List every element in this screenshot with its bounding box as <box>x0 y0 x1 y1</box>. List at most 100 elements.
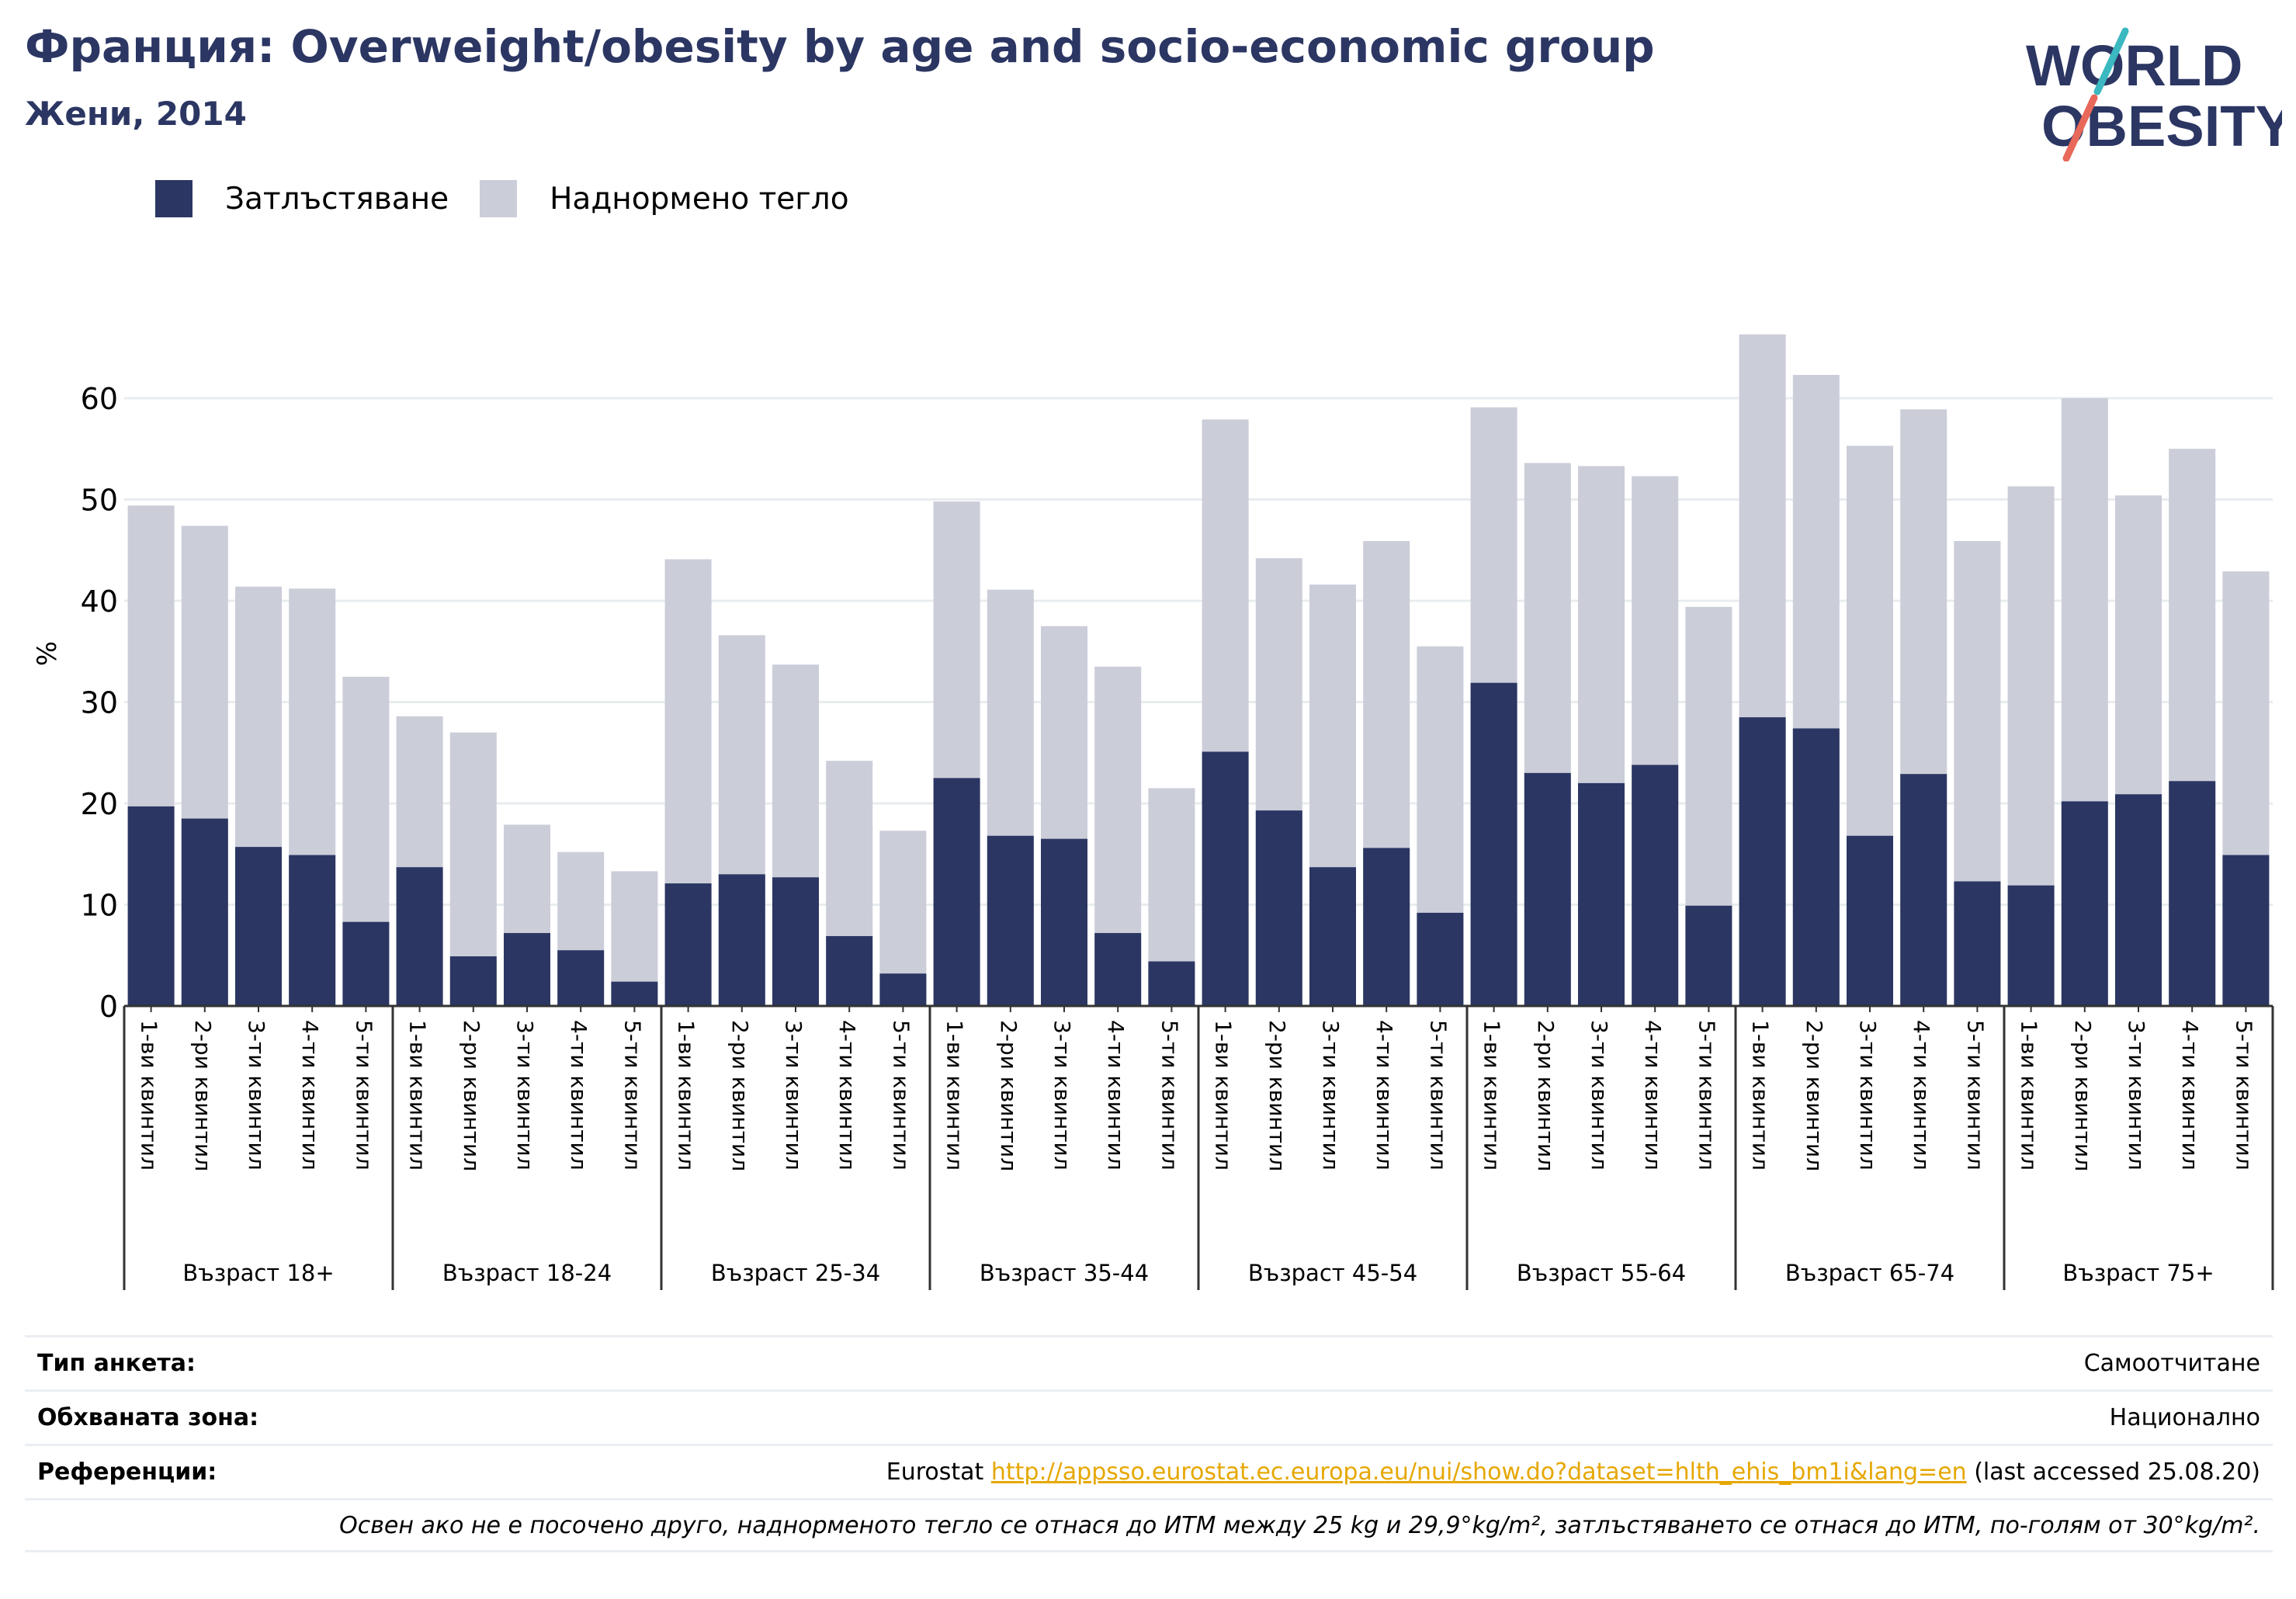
x-tick-label: 5-ти квинтил <box>1425 1020 1451 1171</box>
x-tick-label: 3-ти квинтил <box>1587 1020 1612 1171</box>
bar-obesity[interactable] <box>987 835 1034 1006</box>
bar-obesity[interactable] <box>1094 933 1142 1006</box>
bar-obesity[interactable] <box>235 847 282 1006</box>
x-tick-label: 3-ти квинтил <box>1049 1020 1075 1171</box>
bar-obesity[interactable] <box>664 883 712 1006</box>
group-label: Възраст 18-24 <box>442 1260 612 1286</box>
bar-obesity[interactable] <box>718 874 765 1006</box>
axes: 0 10 20 30 40 50 60 1-ви квинтил 2-ри квинтил 3-т… <box>81 382 2274 1290</box>
survey-type-value: Самоотчитане <box>2083 1350 2260 1377</box>
bar-obesity[interactable] <box>1041 838 1087 1006</box>
bar-obesity[interactable] <box>2169 781 2216 1006</box>
x-tick-label: 4-ти квинтил <box>1640 1020 1666 1171</box>
bar-obesity[interactable] <box>127 806 175 1006</box>
group-label: Възраст 55-64 <box>1517 1260 1686 1286</box>
bar-obesity[interactable] <box>1685 905 1732 1006</box>
x-tick-label: 1-ви квинтил <box>942 1020 968 1171</box>
bar-obesity[interactable] <box>1309 867 1356 1006</box>
x-tick-label: 4-ти квинтил <box>297 1020 323 1171</box>
x-tick-label: 1-ви квинтил <box>2017 1020 2042 1171</box>
legend-label-overweight: Наднормено тегло <box>550 181 849 217</box>
bar-obesity[interactable] <box>449 956 497 1006</box>
bar-obesity[interactable] <box>2115 794 2162 1006</box>
logo-slash-bottom <box>2062 94 2098 161</box>
x-tick-label: 2-ри квинтил <box>1533 1020 1559 1171</box>
y-tick-label: 50 <box>81 484 118 518</box>
x-tick-label: 3-ти квинтил <box>1318 1020 1344 1171</box>
y-tick-label: 40 <box>81 584 118 619</box>
references-link[interactable]: http://appsso.eurostat.ec.europa.eu/nui/… <box>990 1459 1967 1486</box>
bar-obesity[interactable] <box>1202 751 1249 1006</box>
bar-obesity[interactable] <box>289 855 336 1006</box>
bar-obesity[interactable] <box>504 933 550 1006</box>
references-label: Референции: <box>37 1459 217 1486</box>
y-tick-label: 30 <box>81 686 118 720</box>
logo-line1: WORLD <box>2026 33 2243 98</box>
bar-obesity[interactable] <box>1470 682 1517 1006</box>
bar-obesity[interactable] <box>396 867 443 1006</box>
bar-obesity[interactable] <box>2222 855 2270 1006</box>
info-table: Тип анкета: Самоотчитане Обхваната зона:… <box>25 1335 2273 1552</box>
legend-item-overweight[interactable]: Наднормено тегло <box>480 180 849 217</box>
group-label: Възраст 25-34 <box>711 1260 880 1286</box>
bar-obesity[interactable] <box>611 981 658 1006</box>
group-label: Възраст 65-74 <box>1785 1260 1954 1286</box>
bars <box>127 334 2270 1006</box>
chart-title: Франция: Overweight/obesity by age and s… <box>25 20 1655 73</box>
x-tick-label: 1-ви квинтил <box>137 1020 162 1171</box>
x-tick-label: 4-ти квинтил <box>1909 1020 1934 1171</box>
x-tick-label: 4-ти квинтил <box>2177 1020 2203 1171</box>
bar-obesity[interactable] <box>879 973 927 1006</box>
coverage-value: Национално <box>2109 1404 2260 1431</box>
bar-obesity[interactable] <box>1578 782 1625 1006</box>
bar-obesity[interactable] <box>342 921 390 1006</box>
bar-obesity[interactable] <box>1900 774 1947 1006</box>
bar-obesity[interactable] <box>1954 881 2001 1006</box>
bar-obesity[interactable] <box>2007 885 2055 1006</box>
x-tick-label: 3-ти квинтил <box>244 1020 269 1171</box>
legend-item-obesity[interactable]: Затлъстяване <box>155 180 449 217</box>
x-tick-label: 1-ви квинтил <box>674 1020 699 1171</box>
x-tick-label: 2-ри квинтил <box>190 1020 216 1171</box>
x-tick-label: 4-ти квинтил <box>1372 1020 1397 1171</box>
x-tick-label: 5-ти квинтил <box>2231 1020 2256 1171</box>
world-obesity-logo: WORLD OBESITY <box>2026 27 2282 161</box>
group-label: Възраст 18+ <box>182 1260 334 1286</box>
bar-obesity[interactable] <box>1148 961 1195 1006</box>
x-tick-label: 5-ти квинтил <box>1157 1020 1182 1171</box>
bar-obesity[interactable] <box>181 818 228 1006</box>
bar-obesity[interactable] <box>826 935 873 1006</box>
bar-obesity[interactable] <box>772 877 819 1006</box>
info-row-coverage: Обхваната зона: Национално <box>25 1389 2273 1444</box>
x-tick-label: 2-ри квинтил <box>996 1020 1021 1171</box>
coverage-label: Обхваната зона: <box>37 1404 259 1431</box>
legend-label-obesity: Затлъстяване <box>225 181 449 217</box>
x-tick-label: 5-ти квинтил <box>619 1020 645 1171</box>
bar-obesity[interactable] <box>1255 810 1302 1006</box>
y-tick-label: 0 <box>99 990 118 1024</box>
bar-obesity[interactable] <box>1417 912 1464 1006</box>
x-tick-label: 2-ри квинтил <box>459 1020 484 1171</box>
logo-slash-top <box>2093 27 2129 95</box>
info-row-references: Референции: Eurostat http://appsso.euros… <box>25 1444 2273 1498</box>
bar-obesity[interactable] <box>2061 801 2108 1006</box>
references-suffix: (last accessed 25.08.20) <box>1974 1459 2260 1486</box>
bar-obesity[interactable] <box>1739 717 1786 1006</box>
x-tick-label: 3-ти квинтил <box>2124 1020 2149 1171</box>
bar-obesity[interactable] <box>1632 765 1679 1006</box>
y-tick-label: 60 <box>81 382 118 416</box>
x-tick-label: 4-ти квинтил <box>566 1020 591 1171</box>
x-tick-label: 3-ти квинтил <box>1855 1020 1881 1171</box>
x-tick-label: 1-ви квинтил <box>1748 1020 1774 1171</box>
bar-obesity[interactable] <box>1847 835 1893 1006</box>
x-tick-label: 3-ти квинтил <box>781 1020 806 1171</box>
x-tick-label: 4-ти квинтил <box>834 1020 860 1171</box>
bar-obesity[interactable] <box>1792 728 1840 1006</box>
bar-obesity[interactable] <box>557 950 605 1006</box>
bar-obesity[interactable] <box>933 778 980 1006</box>
stacked-bar-chart: 0 10 20 30 40 50 60 1-ви квинтил 2-ри квинтил 3-т… <box>32 334 2274 1290</box>
bar-obesity[interactable] <box>1524 772 1571 1006</box>
x-tick-label: 1-ви квинтил <box>1211 1020 1236 1171</box>
bar-obesity[interactable] <box>1363 848 1410 1006</box>
x-tick-label: 2-ри квинтил <box>1802 1020 1827 1171</box>
